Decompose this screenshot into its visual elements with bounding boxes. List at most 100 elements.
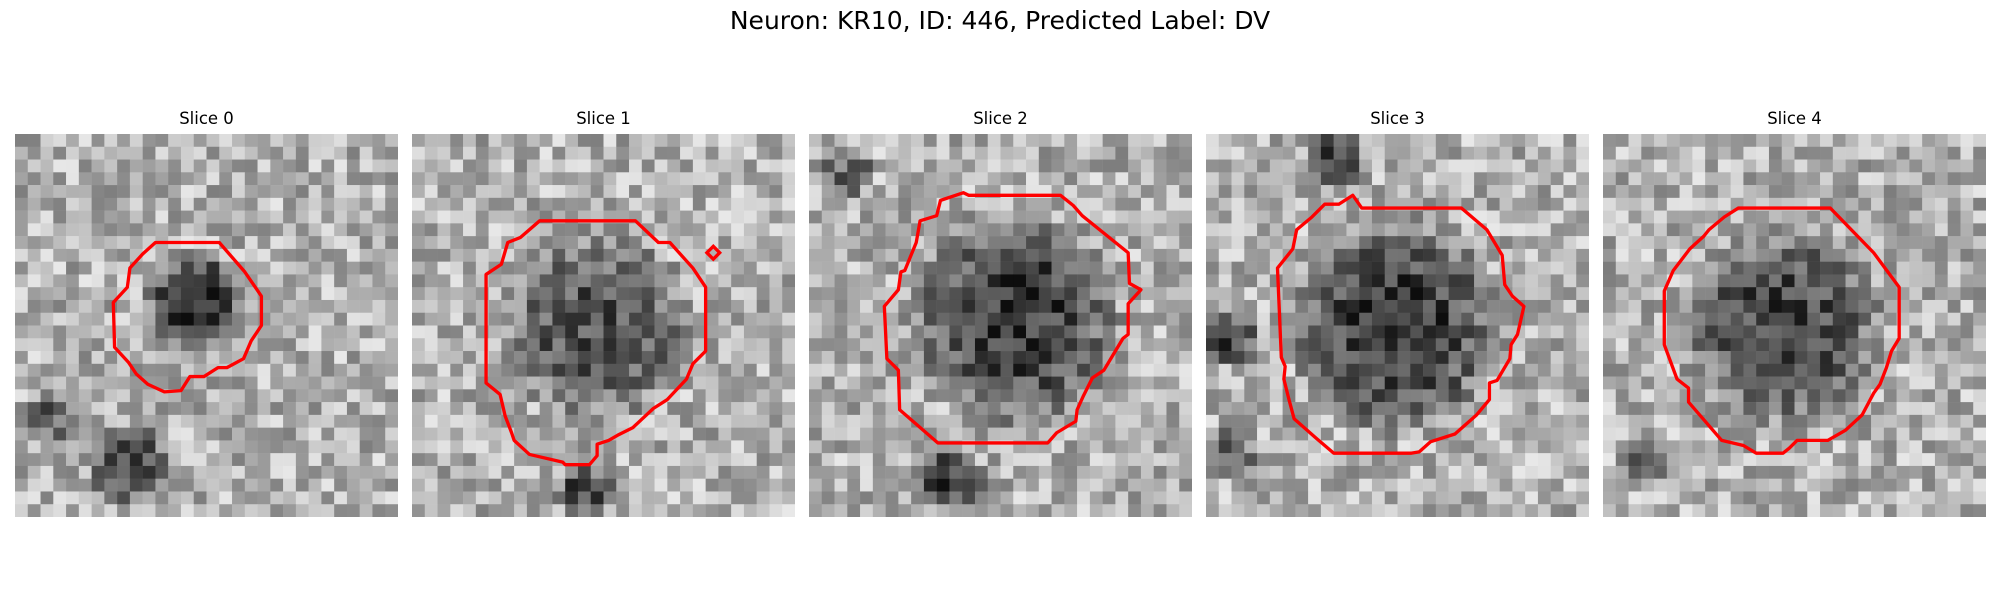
pixel: [1679, 338, 1693, 352]
pixel: [359, 172, 373, 186]
pixel: [91, 159, 105, 173]
pixel: [743, 223, 757, 237]
pixel: [1102, 312, 1116, 326]
pixel: [1730, 338, 1744, 352]
pixel: [1603, 338, 1617, 352]
pixel: [1486, 299, 1500, 313]
pixel: [40, 312, 54, 326]
pixel: [1947, 134, 1961, 148]
pixel: [1064, 299, 1078, 313]
pixel: [463, 223, 477, 237]
pixel: [372, 223, 386, 237]
pixel: [1013, 338, 1027, 352]
pixel: [654, 210, 668, 224]
pixel: [1512, 185, 1526, 199]
pixel: [514, 402, 528, 416]
pixel: [66, 248, 80, 262]
pixel: [1051, 210, 1065, 224]
pixel: [1474, 274, 1488, 288]
pixel: [1973, 376, 1986, 390]
pixel: [257, 338, 271, 352]
pixel: [1282, 440, 1296, 454]
pixel: [1768, 453, 1782, 467]
pixel: [1832, 402, 1846, 416]
pixel: [539, 261, 553, 275]
pixel: [1102, 210, 1116, 224]
pixel: [1679, 351, 1693, 365]
pixel: [372, 414, 386, 428]
pixel: [1371, 172, 1385, 186]
pixel: [1115, 504, 1129, 517]
pixel: [756, 453, 770, 467]
pixel: [782, 338, 795, 352]
pixel: [718, 236, 732, 250]
pixel: [1679, 185, 1693, 199]
pixel: [731, 223, 745, 237]
pixel: [450, 261, 464, 275]
pixel: [821, 325, 835, 339]
pixel: [809, 261, 823, 275]
pixel: [847, 414, 861, 428]
pixel: [1333, 427, 1347, 441]
pixel: [1320, 389, 1334, 403]
pixel: [1717, 414, 1731, 428]
pixel: [1397, 465, 1411, 479]
pixel: [1384, 504, 1398, 517]
pixel: [155, 287, 169, 301]
pixel: [1282, 312, 1296, 326]
pixel: [847, 376, 861, 390]
pixel: [1679, 465, 1693, 479]
pixel: [1089, 261, 1103, 275]
pixel: [629, 491, 643, 505]
pixel: [692, 478, 706, 492]
pixel: [1563, 210, 1577, 224]
slice-image: [1206, 134, 1589, 517]
pixel: [590, 491, 604, 505]
pixel: [1000, 414, 1014, 428]
pixel: [117, 491, 131, 505]
pixel: [654, 389, 668, 403]
pixel: [1333, 338, 1347, 352]
pixel: [117, 440, 131, 454]
pixel: [1179, 223, 1192, 237]
pixel: [1448, 223, 1462, 237]
pixel: [1244, 248, 1258, 262]
pixel: [1206, 248, 1220, 262]
pixel: [860, 185, 874, 199]
pixel: [565, 363, 579, 377]
pixel: [437, 491, 451, 505]
pixel: [1768, 236, 1782, 250]
pixel: [1244, 363, 1258, 377]
pixel: [321, 197, 335, 211]
pixel: [821, 210, 835, 224]
pixel: [1051, 414, 1065, 428]
pixel: [283, 312, 297, 326]
pixel: [219, 210, 233, 224]
pixel: [923, 478, 937, 492]
pixel: [1435, 236, 1449, 250]
pixel: [1794, 185, 1808, 199]
pixel: [424, 274, 438, 288]
pixel: [552, 389, 566, 403]
pixel: [1320, 236, 1334, 250]
pixel: [1679, 491, 1693, 505]
pixel: [1641, 299, 1655, 313]
pixel: [987, 248, 1001, 262]
pixel: [1115, 299, 1129, 313]
pixel: [1000, 248, 1014, 262]
pixel: [385, 223, 398, 237]
pixel: [257, 402, 271, 416]
pixel: [206, 465, 220, 479]
pixel: [1153, 325, 1167, 339]
pixel: [1026, 159, 1040, 173]
pixel: [321, 389, 335, 403]
pixel: [603, 287, 617, 301]
pixel: [334, 185, 348, 199]
pixel: [1756, 274, 1770, 288]
pixel: [641, 248, 655, 262]
pixel: [1576, 491, 1589, 505]
pixel: [809, 363, 823, 377]
pixel: [1628, 338, 1642, 352]
pixel: [565, 299, 579, 313]
pixel: [321, 440, 335, 454]
